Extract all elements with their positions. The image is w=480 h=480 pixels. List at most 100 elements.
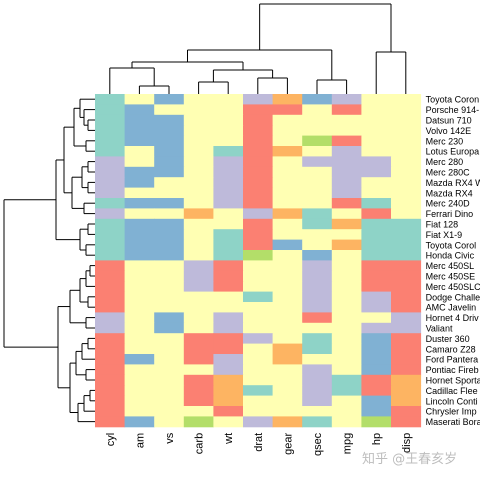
heatmap-cell [183, 322, 214, 334]
heatmap-cell [124, 281, 155, 293]
heatmap-cell [272, 374, 303, 386]
heatmap-cell [95, 166, 126, 178]
heatmap-cell [302, 114, 333, 126]
heatmap-cell [331, 187, 362, 199]
heatmap-cell [243, 374, 274, 386]
heatmap-cell [331, 104, 362, 116]
heatmap-cell [243, 114, 274, 126]
heatmap-cell [361, 364, 392, 376]
heatmap-cell [95, 270, 126, 282]
heatmap-cell [391, 135, 422, 147]
heatmap-cell [331, 166, 362, 178]
heatmap-cell [302, 416, 333, 428]
heatmap-cell [272, 270, 303, 282]
heatmap-cell [243, 218, 274, 230]
heatmap-cell [213, 218, 244, 230]
heatmap-cell [272, 395, 303, 407]
heatmap-cell [331, 416, 362, 428]
heatmap-cell [154, 302, 185, 313]
heatmap-cell [243, 94, 274, 105]
heatmap-cell [213, 166, 244, 178]
heatmap-cell [213, 385, 244, 397]
heatmap-cell [361, 343, 392, 355]
heatmap-cell [272, 114, 303, 126]
heatmap-cell [243, 166, 274, 178]
heatmap-cell [154, 166, 185, 178]
heatmap-cell [95, 312, 126, 324]
heatmap-cell [243, 250, 274, 261]
heatmap-cell [272, 406, 303, 417]
heatmap-cell [302, 177, 333, 189]
row-label: Hornet Sporta [426, 376, 480, 386]
heatmap-cell [95, 302, 126, 313]
heatmap-cell [243, 208, 274, 220]
heatmap-cell [243, 229, 274, 241]
heatmap-cell [272, 354, 303, 365]
heatmap-cell [154, 198, 185, 209]
heatmap-cell [154, 177, 185, 189]
column-label: wt [223, 433, 235, 445]
heatmap-cell [183, 291, 214, 303]
heatmap-cell [154, 260, 185, 272]
column-label: hp [371, 433, 383, 445]
heatmap-cell [243, 104, 274, 116]
heatmap-cell [154, 146, 185, 157]
heatmap-cell [154, 104, 185, 116]
heatmap-cell [183, 343, 214, 355]
heatmap-cell [213, 239, 244, 251]
column-label: carb [194, 433, 206, 454]
heatmap-cell [272, 250, 303, 261]
heatmap-cell [124, 177, 155, 189]
heatmap-cell [183, 260, 214, 272]
heatmap-cell [95, 281, 126, 293]
heatmap-cell [183, 406, 214, 417]
heatmap-cell [183, 229, 214, 241]
heatmap-cell [124, 135, 155, 147]
heatmap-cell [213, 156, 244, 168]
heatmap-cell [331, 198, 362, 209]
heatmap-cell [243, 354, 274, 365]
heatmap-cell [302, 291, 333, 303]
heatmap-cell [95, 94, 126, 105]
heatmap-cell [331, 114, 362, 126]
heatmap-cell [302, 364, 333, 376]
heatmap-cell [331, 229, 362, 241]
heatmap-cell [183, 281, 214, 293]
heatmap-cell [302, 94, 333, 105]
heatmap-cell [243, 406, 274, 417]
heatmap-cell [124, 385, 155, 397]
heatmap-cell [272, 104, 303, 116]
heatmap-cell [361, 104, 392, 116]
heatmap-cell [391, 218, 422, 230]
row-label: Merc 240D [426, 199, 471, 209]
column-label: am [134, 433, 146, 448]
heatmap-cell [95, 218, 126, 230]
row-label: Toyota Corol [426, 240, 477, 250]
column-label: mpg [342, 433, 354, 454]
heatmap-cell [272, 125, 303, 137]
heatmap-cell [183, 416, 214, 428]
heatmap-cell [95, 187, 126, 199]
heatmap-cell [361, 135, 392, 147]
heatmap-cell [124, 187, 155, 199]
row-label: Merc 230 [426, 136, 464, 146]
heatmap-cell [272, 281, 303, 293]
heatmap-cell [124, 208, 155, 220]
heatmap-cell [124, 364, 155, 376]
heatmap-cell [391, 385, 422, 397]
heatmap-cell [213, 198, 244, 209]
heatmap-cell [124, 343, 155, 355]
heatmap-cell [391, 156, 422, 168]
heatmap-cell [213, 104, 244, 116]
heatmap-cell [331, 385, 362, 397]
heatmap-cell [302, 229, 333, 241]
heatmap-cell [243, 291, 274, 303]
heatmap-cell [213, 270, 244, 282]
heatmap-cell [183, 270, 214, 282]
heatmap-cell [361, 250, 392, 261]
heatmap-cell [361, 395, 392, 407]
heatmap-cell [272, 302, 303, 313]
row-label: Lincoln Conti [426, 396, 478, 406]
heatmap-cell [272, 135, 303, 147]
heatmap-cell [243, 333, 274, 345]
